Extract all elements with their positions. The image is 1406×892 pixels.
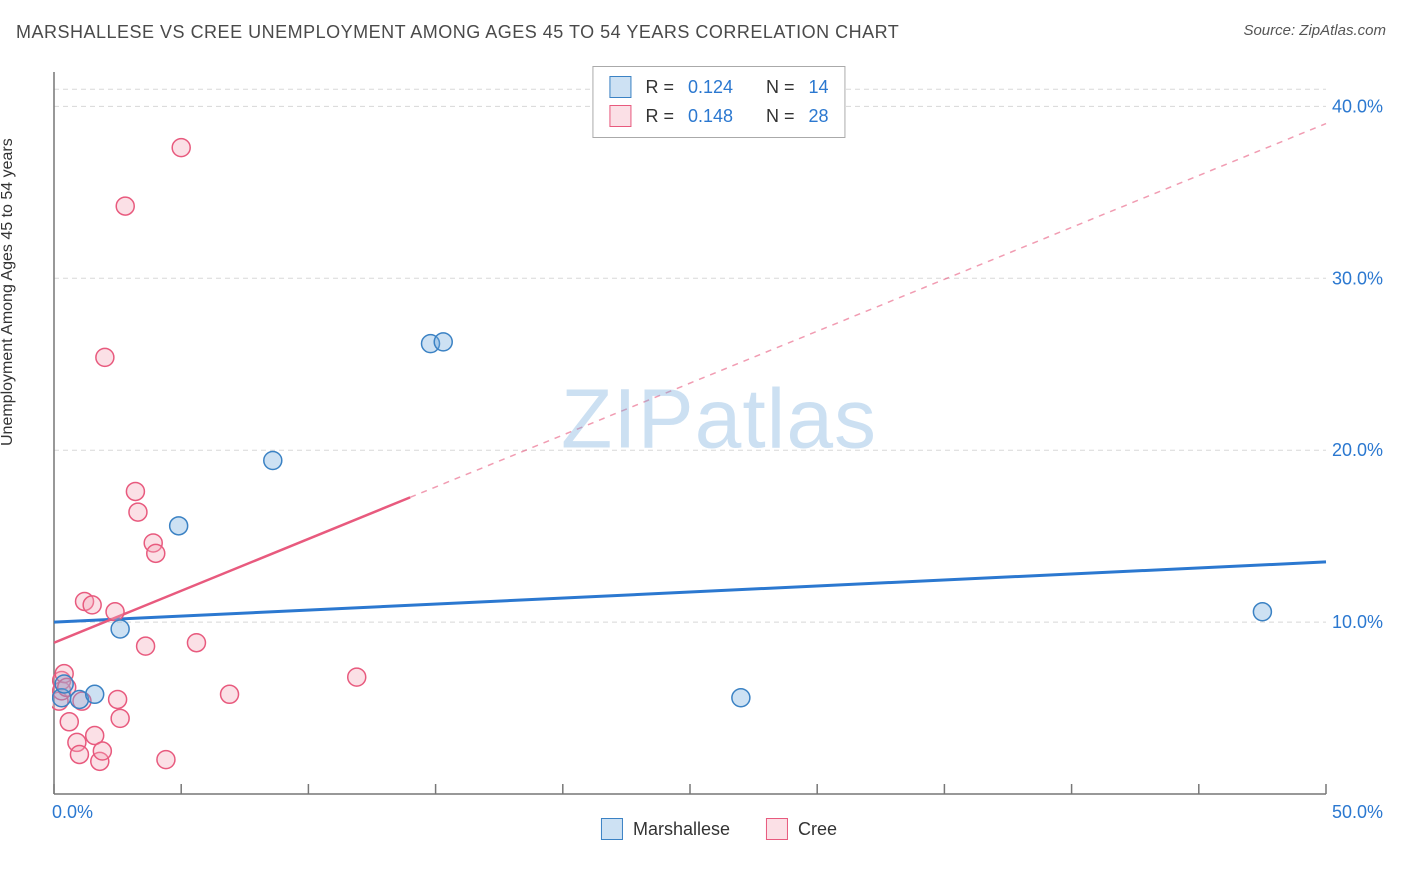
swatch-blue-icon	[609, 76, 631, 98]
svg-text:40.0%: 40.0%	[1332, 96, 1383, 116]
source-label: Source: ZipAtlas.com	[1243, 22, 1386, 39]
legend-stats: R = 0.124 N = 14 R = 0.148 N = 28	[592, 66, 845, 138]
svg-text:0.0%: 0.0%	[52, 802, 93, 822]
legend-stats-row-blue: R = 0.124 N = 14	[609, 73, 828, 102]
legend-stats-row-pink: R = 0.148 N = 28	[609, 102, 828, 131]
svg-text:50.0%: 50.0%	[1332, 802, 1383, 822]
swatch-blue-icon	[601, 818, 623, 840]
plot-area: 10.0%20.0%30.0%40.0%0.0%50.0% ZIPatlas R…	[52, 66, 1386, 834]
swatch-pink-icon	[609, 105, 631, 127]
legend-item-marshallese: Marshallese	[601, 818, 730, 840]
legend-series: Marshallese Cree	[601, 818, 837, 840]
svg-text:30.0%: 30.0%	[1332, 268, 1383, 288]
y-axis-label: Unemployment Among Ages 45 to 54 years	[0, 138, 17, 446]
swatch-pink-icon	[766, 818, 788, 840]
svg-text:10.0%: 10.0%	[1332, 612, 1383, 632]
chart-title: MARSHALLESE VS CREE UNEMPLOYMENT AMONG A…	[16, 22, 899, 43]
legend-item-cree: Cree	[766, 818, 837, 840]
chart-svg: 10.0% 20.0% 30.0% 40.0% 0.0% 50.0%	[52, 66, 1386, 834]
svg-text:20.0%: 20.0%	[1332, 440, 1383, 460]
